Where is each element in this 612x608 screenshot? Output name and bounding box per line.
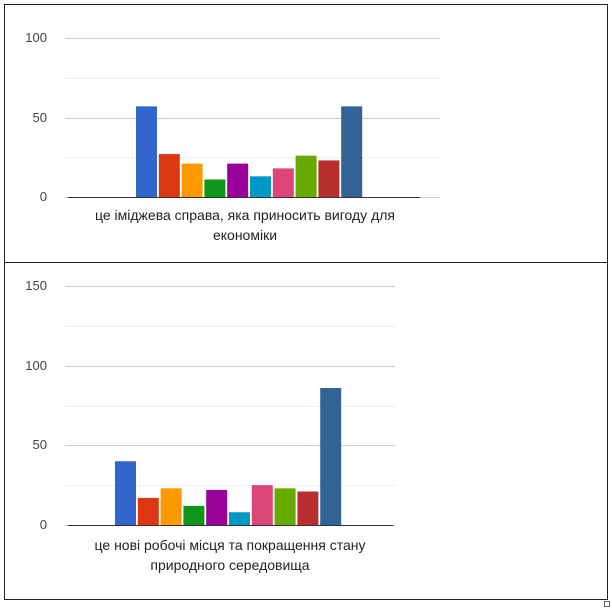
y-tick-label: 0 [40,189,47,204]
bar [318,160,340,197]
y-tick-label: 100 [25,30,47,45]
bar [158,154,180,197]
bar [320,387,342,525]
bar [206,489,228,525]
bar [115,461,136,525]
y-tick-label: 50 [33,437,47,452]
bar [251,485,273,525]
bar [274,488,296,525]
y-tick-label: 100 [25,358,47,373]
handle [604,601,610,607]
bar [204,179,226,197]
bar [341,106,363,197]
bar [227,163,249,197]
bar [272,168,294,197]
bar [136,106,157,197]
bar [229,512,250,525]
y-tick-label: 150 [25,278,47,293]
bar [137,497,159,525]
bar [183,505,205,525]
x-tick-label: це нові робочі місця та покращення стану… [94,537,366,573]
frame [4,4,608,600]
y-tick-label: 0 [40,517,47,532]
bar [160,488,182,525]
x-tick-label: це іміджева справа, яка приносить вигоду… [95,207,395,243]
bar [250,176,271,197]
bar [295,155,317,197]
y-tick-label: 50 [33,110,47,125]
bar [181,163,203,197]
bar [297,491,319,525]
